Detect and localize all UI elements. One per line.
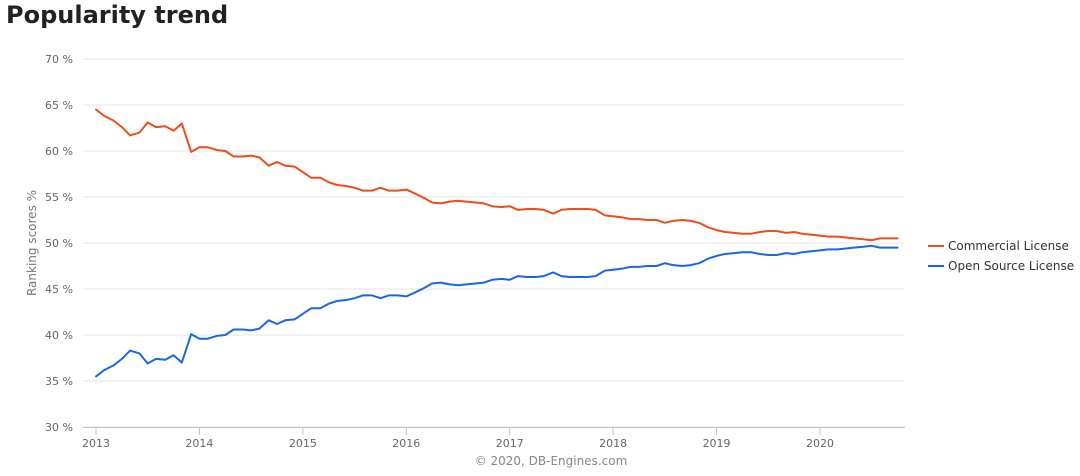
series-line-commercial-license[interactable] [95, 108, 899, 242]
legend: Commercial License Open Source License [928, 239, 1074, 273]
y-tick-label: 70 % [45, 53, 73, 66]
x-tick-label: 2014 [185, 437, 213, 450]
x-tick-label: 2019 [703, 437, 731, 450]
legend-label: Open Source License [948, 259, 1074, 273]
y-tick-label: 50 % [45, 237, 73, 250]
page-title: Popularity trend [6, 1, 229, 29]
x-tick-label: 2013 [82, 437, 110, 450]
grid-lines [83, 58, 905, 428]
y-tick-label: 45 % [45, 283, 73, 296]
y-tick-label: 40 % [45, 329, 73, 342]
y-tick-label: 65 % [45, 99, 73, 112]
legend-item-open-source-license[interactable]: Open Source License [928, 259, 1074, 273]
x-tick-label: 2018 [599, 437, 627, 450]
y-tick-label: 30 % [45, 421, 73, 434]
legend-label: Commercial License [948, 239, 1069, 253]
x-tick-label: 2015 [289, 437, 317, 450]
x-tick-label: 2016 [392, 437, 420, 450]
x-tick-label: 2020 [806, 437, 834, 450]
legend-item-commercial-license[interactable]: Commercial License [928, 239, 1069, 253]
y-axis-title: Ranking scores % [25, 190, 39, 296]
y-tick-label: 55 % [45, 191, 73, 204]
x-tick-label: 2017 [496, 437, 524, 450]
y-tick-label: 60 % [45, 145, 73, 158]
credit-text[interactable]: © 2020, DB-Engines.com [475, 454, 628, 468]
y-tick-label: 35 % [45, 375, 73, 388]
series-lines [95, 108, 899, 378]
axes: 30 % 35 % 40 % 45 % 50 % 55 % 60 % 65 % 70 % 2013… [45, 53, 905, 450]
series-line-open-source-license[interactable] [95, 244, 899, 378]
